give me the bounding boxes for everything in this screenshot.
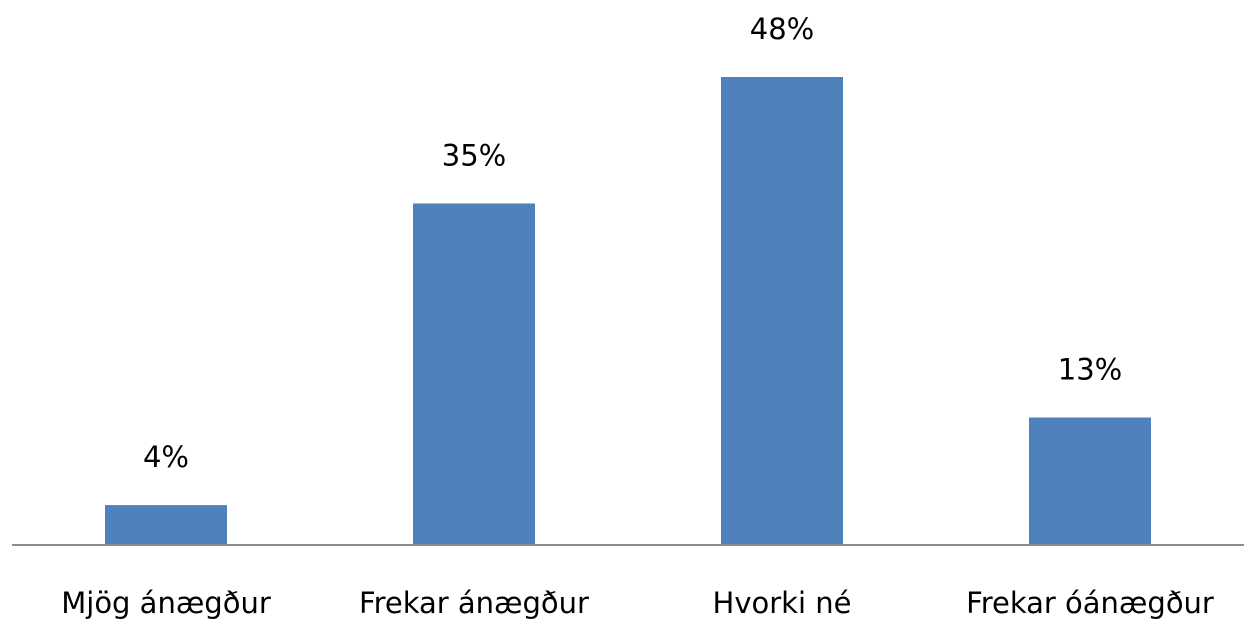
bar [105,505,227,544]
value-label: 13% [1058,353,1122,387]
bar [413,203,535,544]
x-tick-label: Frekar óánægður [966,586,1214,620]
bar [1029,417,1151,544]
value-label: 48% [750,12,814,46]
x-tick-label: Frekar ánægður [359,586,589,620]
value-label: 4% [143,440,189,474]
x-tick-label: Mjög ánægður [61,586,271,620]
x-tick-label: Hvorki né [713,586,852,620]
bar [721,77,843,544]
value-label: 35% [442,138,506,172]
